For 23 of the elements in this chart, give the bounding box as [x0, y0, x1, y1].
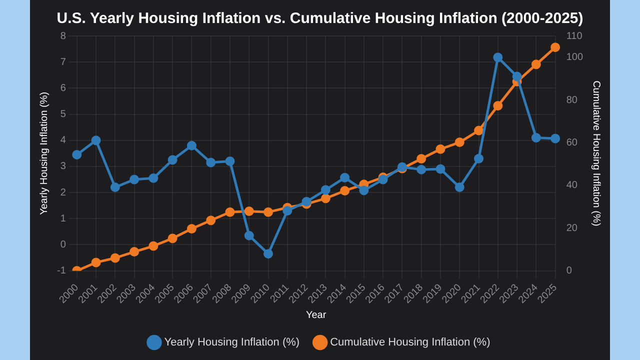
- legend-label: Cumulative Housing Inflation (%): [330, 336, 490, 349]
- chart-title: U.S. Yearly Housing Inflation vs. Cumulative Housing Inflation (2000-2025): [56, 10, 584, 28]
- y-tick-label: 0: [60, 239, 66, 250]
- y2-tick-label: 0: [566, 266, 572, 277]
- y2-tick-label: 100: [566, 52, 584, 64]
- y2-tick-label: 20: [566, 222, 578, 234]
- y-tick-label: 8: [60, 30, 66, 42]
- y2-tick-label: 110: [566, 30, 583, 42]
- y2-axis-title: Cumulative Housing Inflation (%): [590, 80, 602, 226]
- y-tick-label: -1: [56, 266, 66, 277]
- y-axis-title: Yearly Housing Inflation (%): [38, 92, 50, 215]
- y-tick-label: 5: [60, 109, 66, 120]
- y-tick-label: 7: [60, 56, 66, 68]
- y-tick-label: 1: [60, 213, 66, 224]
- y-tick-label: 3: [60, 161, 66, 172]
- y-tick-label: 6: [60, 82, 66, 94]
- x-axis-title: Year: [306, 310, 327, 321]
- y2-tick-label: 80: [566, 94, 578, 106]
- y2-tick-label: 60: [566, 137, 578, 148]
- y-tick-label: 4: [60, 135, 66, 146]
- legend-label: Yearly Housing Inflation (%): [164, 336, 300, 349]
- y2-tick-label: 40: [566, 180, 578, 192]
- y-tick-label: 2: [60, 187, 66, 198]
